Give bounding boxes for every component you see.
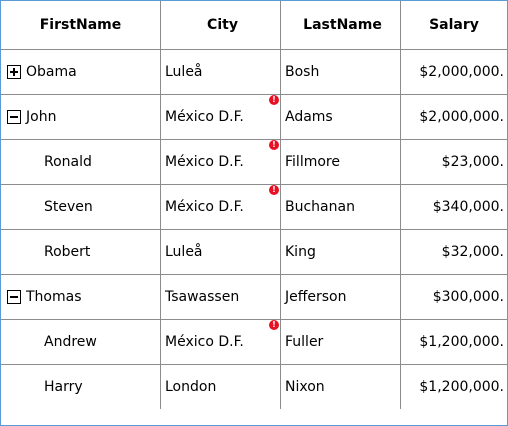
cell-firstname[interactable]: Robert	[1, 230, 161, 275]
salary-text: $300,000.	[432, 289, 504, 305]
table-row[interactable]: Steven México D.F.! Buchanan $340,000.	[1, 185, 507, 230]
city-text: Luleå	[165, 64, 203, 80]
table-row[interactable]: Ronald México D.F.! Fillmore $23,000.	[1, 140, 507, 185]
table-row[interactable]: John México D.F.! Adams $2,000,000.	[1, 95, 507, 140]
salary-text: $2,000,000.	[419, 109, 504, 125]
cell-firstname[interactable]: Obama	[1, 50, 161, 95]
collapse-icon[interactable]	[7, 290, 21, 304]
cell-city[interactable]: México D.F.!	[161, 140, 281, 185]
cell-salary[interactable]: $2,000,000.	[401, 95, 507, 140]
cell-lastname[interactable]: Fillmore	[281, 140, 401, 185]
lastname-text: Jefferson	[285, 289, 347, 305]
city-text: México D.F.	[165, 109, 244, 125]
column-header-city[interactable]: City	[161, 1, 281, 50]
cell-lastname[interactable]: Buchanan	[281, 185, 401, 230]
error-icon[interactable]: !	[269, 185, 279, 195]
city-text: México D.F.	[165, 154, 244, 170]
column-header-firstname[interactable]: FirstName	[1, 1, 161, 50]
firstname-text: Andrew	[44, 334, 97, 350]
cell-lastname[interactable]: Bosh	[281, 50, 401, 95]
lastname-text: Bosh	[285, 64, 320, 80]
lastname-text: Adams	[285, 109, 333, 125]
cell-firstname[interactable]: Thomas	[1, 275, 161, 320]
salary-text: $23,000.	[441, 154, 504, 170]
cell-city[interactable]: Luleå	[161, 230, 281, 275]
cell-city[interactable]: London	[161, 365, 281, 410]
cell-city[interactable]: México D.F.!	[161, 320, 281, 365]
cell-salary[interactable]: $340,000.	[401, 185, 507, 230]
cell-city[interactable]: Tsawassen	[161, 275, 281, 320]
collapse-icon[interactable]	[7, 110, 21, 124]
error-icon[interactable]: !	[269, 320, 279, 330]
firstname-text: Robert	[44, 244, 91, 260]
city-text: London	[165, 379, 217, 395]
cell-firstname[interactable]: Ronald	[1, 140, 161, 185]
expand-icon[interactable]	[7, 65, 21, 79]
firstname-text: Harry	[44, 379, 83, 395]
table-row[interactable]: Thomas Tsawassen Jefferson $300,000.	[1, 275, 507, 320]
column-header-salary[interactable]: Salary	[401, 1, 507, 50]
cell-lastname[interactable]: Adams	[281, 95, 401, 140]
error-icon[interactable]: !	[269, 140, 279, 150]
cell-salary[interactable]: $300,000.	[401, 275, 507, 320]
lastname-text: King	[285, 244, 316, 260]
salary-text: $1,200,000.	[419, 334, 504, 350]
cell-firstname[interactable]: Andrew	[1, 320, 161, 365]
cell-city[interactable]: México D.F.!	[161, 185, 281, 230]
cell-firstname[interactable]: John	[1, 95, 161, 140]
cell-salary[interactable]: $32,000.	[401, 230, 507, 275]
firstname-text: Steven	[44, 199, 93, 215]
salary-text: $340,000.	[432, 199, 504, 215]
cell-lastname[interactable]: King	[281, 230, 401, 275]
firstname-text: Obama	[26, 64, 77, 80]
cell-lastname[interactable]: Nixon	[281, 365, 401, 410]
table-row[interactable]: Andrew México D.F.! Fuller $1,200,000.	[1, 320, 507, 365]
salary-text: $32,000.	[441, 244, 504, 260]
table-row[interactable]: Obama Luleå Bosh $2,000,000.	[1, 50, 507, 95]
firstname-text: Ronald	[44, 154, 92, 170]
lastname-text: Nixon	[285, 379, 325, 395]
cell-lastname[interactable]: Jefferson	[281, 275, 401, 320]
column-header-lastname[interactable]: LastName	[281, 1, 401, 50]
cell-city[interactable]: México D.F.!	[161, 95, 281, 140]
city-text: Luleå	[165, 244, 203, 260]
firstname-text: John	[26, 109, 57, 125]
cell-lastname[interactable]: Fuller	[281, 320, 401, 365]
city-text: Tsawassen	[165, 289, 240, 305]
cell-salary[interactable]: $23,000.	[401, 140, 507, 185]
firstname-text: Thomas	[26, 289, 82, 305]
lastname-text: Fillmore	[285, 154, 340, 170]
cell-firstname[interactable]: Harry	[1, 365, 161, 410]
grid-body: Obama Luleå Bosh $2,000,000. John México D.F.…	[1, 50, 507, 410]
city-text: México D.F.	[165, 199, 244, 215]
salary-text: $1,200,000.	[419, 379, 504, 395]
salary-text: $2,000,000.	[419, 64, 504, 80]
cell-salary[interactable]: $1,200,000.	[401, 320, 507, 365]
error-icon[interactable]: !	[269, 95, 279, 105]
cell-salary[interactable]: $1,200,000.	[401, 365, 507, 410]
cell-city[interactable]: Luleå	[161, 50, 281, 95]
header-row: FirstName City LastName Salary	[1, 1, 507, 50]
city-text: México D.F.	[165, 334, 244, 350]
grid-bottom-edge	[1, 409, 507, 425]
cell-salary[interactable]: $2,000,000.	[401, 50, 507, 95]
table-row[interactable]: Robert Luleå King $32,000.	[1, 230, 507, 275]
cell-firstname[interactable]: Steven	[1, 185, 161, 230]
lastname-text: Fuller	[285, 334, 324, 350]
table-row[interactable]: Harry London Nixon $1,200,000.	[1, 365, 507, 410]
lastname-text: Buchanan	[285, 199, 355, 215]
